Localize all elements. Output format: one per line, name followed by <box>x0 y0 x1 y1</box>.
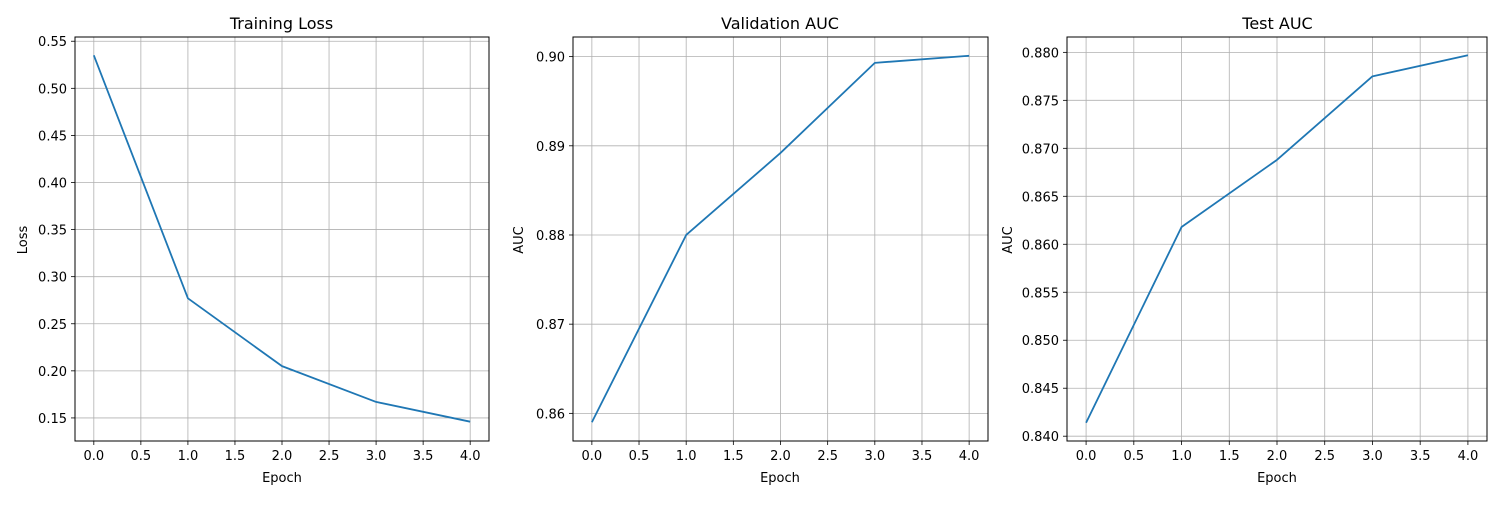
x-tick-label: 2.0 <box>272 449 293 464</box>
y-tick-label: 0.870 <box>1022 142 1059 157</box>
y-tick-label: 0.30 <box>38 271 67 286</box>
gridlines <box>1067 37 1487 441</box>
y-axis-label: AUC <box>1001 226 1016 254</box>
y-tick-label: 0.850 <box>1022 334 1059 349</box>
y-tick-label: 0.55 <box>38 35 67 50</box>
y-tick-label: 0.865 <box>1022 190 1059 205</box>
chart-title: Training Loss <box>229 14 333 33</box>
x-tick-label: 1.5 <box>225 449 246 464</box>
x-tick-label: 4.0 <box>1458 449 1479 464</box>
series-line <box>1085 54 1469 424</box>
x-tick-label: 0.0 <box>83 449 104 464</box>
x-tick-label: 3.0 <box>864 449 885 464</box>
y-tick-label: 0.880 <box>1022 46 1059 61</box>
test-auc-panel: Test AUC 0.0 0.5 1.0 1.5 2.0 2.5 3.0 3.5 4.0 0.8… <box>1001 14 1488 486</box>
x-axis-label: Epoch <box>262 471 302 486</box>
chart-title: Test AUC <box>1241 14 1312 33</box>
y-tick-label: 0.15 <box>38 412 67 427</box>
y-tick-label: 0.86 <box>536 407 565 422</box>
y-tick-label: 0.25 <box>38 318 67 333</box>
x-tick-label: 1.5 <box>1219 449 1240 464</box>
x-tick-label: 3.0 <box>366 449 387 464</box>
x-ticks: 0.0 0.5 1.0 1.5 2.0 2.5 3.0 3.5 4.0 <box>83 441 481 464</box>
series-line <box>92 55 471 423</box>
y-tick-label: 0.45 <box>38 129 67 144</box>
y-tick-label: 0.90 <box>536 51 565 66</box>
x-ticks: 0.0 0.5 1.0 1.5 2.0 2.5 3.0 3.5 4.0 <box>582 441 980 464</box>
gridlines <box>573 37 988 441</box>
chart-title: Validation AUC <box>721 14 839 33</box>
y-ticks: 0.86 0.87 0.88 0.89 0.90 <box>536 51 573 422</box>
x-axis-label: Epoch <box>760 471 800 486</box>
x-tick-label: 4.0 <box>460 449 481 464</box>
x-tick-label: 0.0 <box>1076 449 1097 464</box>
gridlines <box>75 37 489 441</box>
x-tick-label: 1.0 <box>178 449 199 464</box>
x-tick-label: 3.0 <box>1362 449 1383 464</box>
x-tick-label: 3.5 <box>912 449 933 464</box>
y-tick-label: 0.860 <box>1022 238 1059 253</box>
series-line <box>591 54 970 423</box>
y-axis-label: AUC <box>512 226 527 254</box>
x-tick-label: 1.5 <box>723 449 744 464</box>
y-ticks: 0.15 0.20 0.25 0.30 0.35 0.40 0.45 0.50 0.55 <box>38 35 75 427</box>
x-tick-label: 2.5 <box>319 449 340 464</box>
x-tick-label: 3.5 <box>413 449 434 464</box>
y-tick-label: 0.875 <box>1022 94 1059 109</box>
x-tick-label: 1.0 <box>676 449 697 464</box>
y-tick-label: 0.20 <box>38 365 67 380</box>
x-axis-label: Epoch <box>1257 471 1297 486</box>
y-ticks: 0.840 0.845 0.850 0.855 0.860 0.865 0.870 0.875… <box>1022 46 1067 445</box>
y-tick-label: 0.35 <box>38 224 67 239</box>
x-tick-label: 0.5 <box>1123 449 1144 464</box>
axes-frame <box>74 36 490 442</box>
training-loss-panel: Training Loss 0.0 0.5 1.0 1.5 2.0 2.5 3.0 3.5 4.… <box>16 14 490 486</box>
x-tick-label: 0.0 <box>582 449 603 464</box>
x-tick-label: 2.0 <box>770 449 791 464</box>
x-tick-label: 4.0 <box>959 449 980 464</box>
x-tick-label: 1.0 <box>1171 449 1192 464</box>
y-tick-label: 0.845 <box>1022 382 1059 397</box>
x-tick-label: 3.5 <box>1410 449 1431 464</box>
y-tick-label: 0.87 <box>536 318 565 333</box>
axes-frame <box>572 36 989 442</box>
y-tick-label: 0.840 <box>1022 430 1059 445</box>
y-tick-label: 0.89 <box>536 140 565 155</box>
x-tick-label: 2.5 <box>817 449 838 464</box>
y-tick-label: 0.855 <box>1022 286 1059 301</box>
x-tick-label: 2.5 <box>1314 449 1335 464</box>
axes-frame <box>1066 36 1488 442</box>
y-axis-label: Loss <box>16 226 31 255</box>
x-tick-label: 0.5 <box>629 449 650 464</box>
x-tick-label: 2.0 <box>1267 449 1288 464</box>
validation-auc-panel: Validation AUC 0.0 0.5 1.0 1.5 2.0 2.5 3.0 3.5 4… <box>512 14 989 486</box>
y-tick-label: 0.88 <box>536 229 565 244</box>
y-tick-label: 0.50 <box>38 82 67 97</box>
x-ticks: 0.0 0.5 1.0 1.5 2.0 2.5 3.0 3.5 4.0 <box>1076 441 1479 464</box>
x-tick-label: 0.5 <box>131 449 152 464</box>
y-tick-label: 0.40 <box>38 176 67 191</box>
